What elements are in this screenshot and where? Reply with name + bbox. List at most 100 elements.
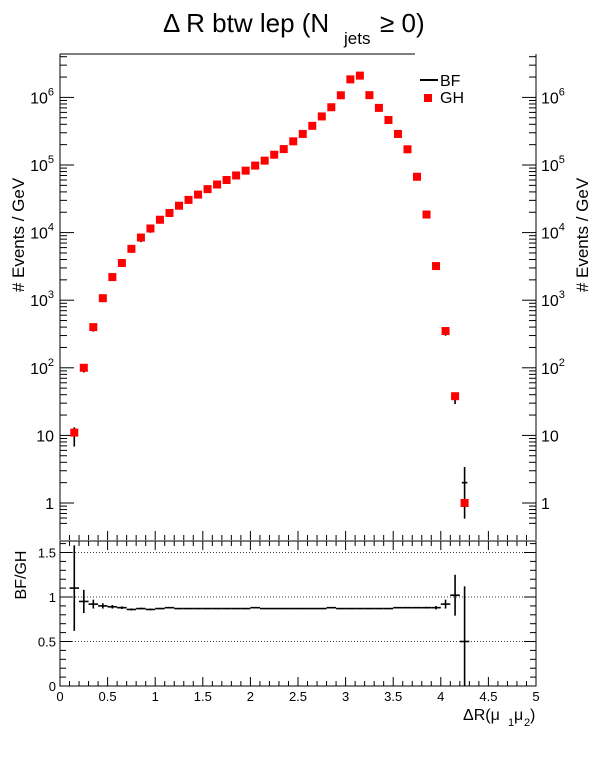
ratio-point bbox=[145, 608, 156, 611]
top-y-tick-labels-left: 1 10 102 103 104 105 106 bbox=[30, 86, 54, 513]
gh-point bbox=[260, 156, 269, 165]
y-tick-label-right: 103 bbox=[541, 289, 565, 310]
gh-point bbox=[336, 91, 345, 100]
ratio-point bbox=[212, 607, 222, 610]
ratio-point bbox=[174, 607, 184, 610]
ratio-y-tick-label: 0.5 bbox=[38, 635, 56, 650]
ratio-point bbox=[317, 607, 327, 610]
x-tick-label: 1.5 bbox=[194, 689, 212, 704]
gh-point bbox=[184, 195, 193, 204]
gh-point bbox=[451, 392, 460, 401]
gh-point bbox=[355, 71, 364, 80]
gh-point bbox=[346, 75, 355, 84]
gh-point bbox=[136, 233, 145, 242]
ratio-y-axis-title: BF/GH bbox=[13, 551, 30, 600]
ratio-point bbox=[431, 605, 441, 610]
gh-point bbox=[270, 150, 279, 159]
gh-point bbox=[79, 363, 88, 372]
series-bf bbox=[71, 73, 468, 519]
y-tick-label-right: 102 bbox=[541, 357, 565, 378]
gh-point bbox=[127, 244, 136, 253]
ratio-point bbox=[288, 607, 298, 610]
x-tick-label: 4 bbox=[437, 689, 444, 704]
gh-point bbox=[317, 112, 326, 121]
ratio-point bbox=[307, 607, 318, 610]
x-axis-title-sub1: 1 bbox=[508, 717, 514, 729]
ratio-point bbox=[383, 607, 394, 610]
ratio-point bbox=[183, 607, 194, 610]
gh-point bbox=[194, 190, 203, 199]
ratio-point bbox=[421, 606, 432, 609]
y-tick-label-right: 1 bbox=[541, 496, 550, 513]
ratio-panel-ticks bbox=[59, 541, 537, 687]
ratio-point bbox=[250, 606, 260, 609]
gh-point bbox=[165, 208, 174, 217]
ratio-panel: 0 0.5 1 1.5 0 0.5 1 1.5 2 2.5 3 3.5 4 4.5 5 bbox=[38, 540, 540, 704]
x-axis-title-sub2: 2 bbox=[524, 717, 530, 729]
x-axis-title-mid: μ bbox=[514, 707, 523, 724]
y-axis-title-left: # Events / GeV bbox=[9, 177, 28, 292]
title-main: Δ R btw lep (N bbox=[163, 8, 329, 38]
x-tick-label: 5 bbox=[532, 689, 539, 704]
gh-point bbox=[460, 499, 469, 507]
x-tick-label: 0 bbox=[56, 689, 63, 704]
gh-point bbox=[298, 129, 307, 138]
top-panel-ticks bbox=[59, 56, 537, 540]
gh-point bbox=[108, 273, 117, 282]
gh-point bbox=[422, 210, 431, 219]
ratio-point bbox=[440, 599, 451, 609]
legend-gh-label: GH bbox=[440, 90, 464, 107]
gh-point bbox=[279, 145, 288, 154]
ratio-point bbox=[459, 586, 470, 686]
gh-point bbox=[308, 121, 317, 130]
gh-point bbox=[327, 103, 336, 112]
gh-point bbox=[241, 166, 250, 175]
series-gh bbox=[70, 71, 469, 507]
ratio-y-tick-labels: 0 0.5 1 1.5 bbox=[38, 546, 56, 695]
ratio-y-tick-label: 1.5 bbox=[38, 546, 56, 561]
x-tick-label: 0.5 bbox=[99, 689, 117, 704]
top-panel: 1 10 102 103 104 105 106 1 10 102 103 104 105 106 bbox=[30, 53, 565, 540]
y-axis-title-right: # Events / GeV bbox=[573, 177, 592, 292]
ratio-point bbox=[221, 607, 232, 610]
ratio-point bbox=[107, 605, 118, 609]
ratio-point bbox=[155, 607, 165, 610]
y-tick-label-left: 105 bbox=[30, 154, 54, 175]
ratio-point bbox=[298, 607, 308, 610]
chart-title: Δ R btw lep (N jets ≥ 0) bbox=[163, 8, 425, 48]
ratio-point bbox=[69, 545, 80, 631]
x-tick-label: 4.5 bbox=[479, 689, 497, 704]
gh-point bbox=[146, 224, 155, 233]
gh-point bbox=[251, 161, 260, 170]
x-tick-label: 2.5 bbox=[289, 689, 307, 704]
gh-point bbox=[98, 294, 107, 303]
y-tick-label-left: 1 bbox=[45, 496, 54, 513]
gh-point bbox=[222, 175, 231, 184]
x-tick-label: 3.5 bbox=[384, 689, 402, 704]
ratio-point bbox=[79, 589, 89, 614]
gh-point bbox=[155, 215, 164, 224]
gh-point bbox=[413, 172, 421, 181]
gh-point bbox=[374, 103, 383, 112]
gh-point bbox=[393, 129, 402, 138]
x-axis-title: ΔR(μ 1 μ 2 ) bbox=[463, 707, 535, 729]
ratio-point bbox=[278, 607, 289, 610]
legend-bf-label: BF bbox=[440, 73, 461, 90]
gh-point bbox=[70, 428, 79, 437]
x-tick-label: 3 bbox=[342, 689, 349, 704]
ratio-point bbox=[269, 607, 279, 610]
x-tick-label: 2 bbox=[247, 689, 254, 704]
ratio-point bbox=[136, 607, 146, 610]
ratio-point bbox=[231, 607, 241, 610]
ratio-point bbox=[345, 607, 356, 610]
y-tick-label-left: 10 bbox=[36, 428, 54, 445]
ratio-point bbox=[202, 607, 213, 610]
ratio-point bbox=[336, 607, 346, 610]
ratio-point bbox=[193, 607, 203, 610]
gh-point bbox=[203, 185, 212, 194]
y-tick-label-right: 105 bbox=[541, 154, 565, 175]
x-axis-title-main: ΔR(μ bbox=[463, 707, 500, 724]
y-tick-label-right: 10 bbox=[541, 428, 559, 445]
ratio-point bbox=[259, 607, 270, 610]
